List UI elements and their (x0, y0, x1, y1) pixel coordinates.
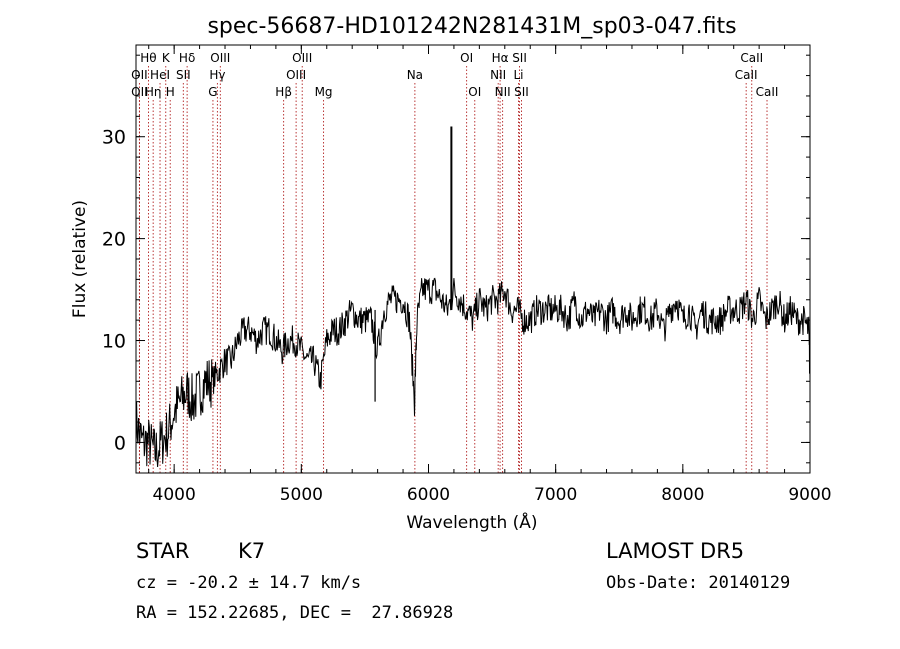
line-marker-label: SII (176, 68, 191, 82)
line-marker-label: OI (468, 85, 481, 99)
plot-frame (135, 44, 811, 474)
x-axis-label: Wavelength (Å) (406, 511, 537, 533)
spectrum-layer (135, 126, 811, 468)
redshift-cz: cz = -20.2 ± 14.7 km/s (136, 573, 362, 593)
axis-ticks: 4000 5000 6000 7000 8000 9000 0 10 20 30 (102, 45, 832, 505)
line-marker-label: CaII (735, 68, 758, 82)
line-marker-label: OIII (292, 51, 312, 65)
y-tick-label: 10 (102, 331, 126, 353)
line-marker-label: Na (407, 68, 423, 82)
line-marker-label: NII (495, 85, 511, 99)
line-marker-label: HeI (150, 68, 170, 82)
x-tick-label: 4000 (153, 485, 196, 505)
line-marker-label: OIII (210, 51, 230, 65)
line-marker-label: Li (514, 68, 524, 82)
line-marker-label: OIII (286, 68, 306, 82)
x-tick-label: 6000 (407, 485, 450, 505)
x-tick-label: 8000 (661, 485, 704, 505)
observation-date: Obs-Date: 20140129 (606, 573, 791, 593)
line-marker-label: H (166, 85, 175, 99)
coordinates: RA = 152.22685, DEC = 27.86928 (136, 603, 454, 623)
object-subclass: K7 (238, 539, 266, 563)
y-tick-label: 20 (102, 229, 126, 251)
line-marker-label: SII (512, 51, 527, 65)
line-marker-label: CaII (740, 51, 763, 65)
line-marker-label: OII (131, 85, 148, 99)
line-marker-label: Hη (145, 85, 162, 99)
survey-name: LAMOST DR5 (606, 539, 745, 563)
line-marker-label: Hα (492, 51, 509, 65)
line-marker-label: OII (131, 68, 148, 82)
line-marker-label: G (208, 85, 217, 99)
x-tick-label: 5000 (280, 485, 323, 505)
line-marker-label: NII (490, 68, 506, 82)
x-tick-label: 9000 (788, 485, 831, 505)
line-marker-label: CaII (756, 85, 779, 99)
line-marker-label: Hβ (275, 85, 292, 99)
y-tick-label: 0 (114, 432, 126, 454)
y-tick-label: 30 (102, 127, 126, 149)
line-marker-label: K (162, 51, 171, 65)
line-marker-label: Hδ (179, 51, 195, 65)
line-marker-label: Mg (315, 85, 333, 99)
y-axis-label: Flux (relative) (70, 200, 90, 318)
line-marker-label: Hγ (209, 68, 225, 82)
line-marker-label: SII (514, 85, 529, 99)
line-marker-label: Hθ (140, 51, 156, 65)
line-marker-label: OI (460, 51, 473, 65)
x-tick-label: 7000 (534, 485, 577, 505)
chart-title: spec-56687-HD101242N281431M_sp03-047.fit… (207, 14, 736, 39)
spectrum-series (135, 277, 811, 468)
object-class: STAR (136, 539, 190, 563)
